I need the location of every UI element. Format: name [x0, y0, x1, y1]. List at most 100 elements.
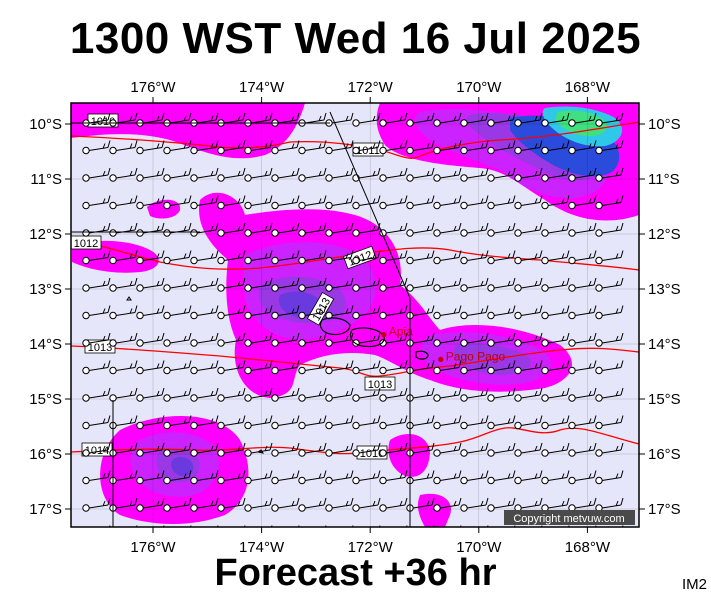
wind-barb	[406, 415, 435, 430]
wind-barb	[379, 195, 408, 210]
wind-barb	[271, 140, 300, 155]
wind-barb	[352, 387, 381, 402]
wind-barb	[82, 415, 111, 430]
wind-barb	[595, 305, 624, 320]
wind-barb	[271, 360, 300, 375]
wind-barb	[487, 387, 516, 402]
lat-tick-label-left: 16°S	[29, 446, 62, 463]
wind-barb	[568, 497, 597, 512]
wind-barb	[460, 442, 489, 457]
wind-barb	[244, 222, 273, 237]
eez-boundary-line	[329, 111, 411, 299]
wind-barb	[406, 112, 435, 127]
wind-barb	[163, 140, 192, 155]
wind-barb	[568, 305, 597, 320]
wind-barb	[541, 140, 570, 155]
wind-barb	[136, 332, 165, 347]
wind-barb	[190, 277, 219, 292]
wind-barb	[217, 140, 246, 155]
wind-barb	[82, 470, 111, 485]
wind-barb	[136, 470, 165, 485]
wind-barb	[487, 360, 516, 375]
wind-barb	[325, 277, 354, 292]
wind-barb	[109, 195, 138, 210]
wind-barb	[163, 470, 192, 485]
wind-barb	[136, 387, 165, 402]
wind-barb	[433, 140, 462, 155]
wind-barb	[325, 442, 354, 457]
wind-barb	[568, 250, 597, 265]
wind-barb	[352, 442, 381, 457]
wind-barb	[325, 387, 354, 402]
wind-barb	[460, 497, 489, 512]
wind-barb	[514, 360, 543, 375]
axis-ticks	[65, 97, 645, 533]
wind-barb	[595, 140, 624, 155]
wind-barb	[271, 195, 300, 210]
wind-barb	[325, 470, 354, 485]
svg-text:1013: 1013	[368, 379, 392, 391]
wind-barb	[82, 497, 111, 512]
wind-barb	[244, 470, 273, 485]
wind-barb	[406, 222, 435, 237]
wind-barb	[136, 497, 165, 512]
wind-barb	[271, 332, 300, 347]
wind-barb	[379, 470, 408, 485]
wind-barb	[568, 112, 597, 127]
wind-barb	[190, 140, 219, 155]
lon-tick-label-top: 176°W	[130, 79, 176, 96]
wind-barb	[514, 305, 543, 320]
wind-barb	[460, 167, 489, 182]
wind-barb	[271, 387, 300, 402]
wind-barb	[82, 305, 111, 320]
wind-barb	[298, 222, 327, 237]
wind-barb	[541, 112, 570, 127]
wind-barb	[541, 360, 570, 375]
wind-barb	[433, 250, 462, 265]
lat-tick-label-left: 14°S	[29, 336, 62, 353]
wind-barb	[298, 442, 327, 457]
wind-barb	[406, 167, 435, 182]
wind-barb	[163, 305, 192, 320]
city-label: Pago Pago	[446, 349, 506, 363]
wind-barb	[433, 442, 462, 457]
wind-barb	[568, 442, 597, 457]
wind-barb	[352, 140, 381, 155]
wind-barb	[352, 167, 381, 182]
wind-barb	[568, 222, 597, 237]
lat-tick-label-right: 12°S	[648, 226, 681, 243]
wind-barb	[244, 277, 273, 292]
wind-barb	[190, 497, 219, 512]
wind-barb	[595, 470, 624, 485]
wind-barb	[460, 387, 489, 402]
wind-barb	[136, 250, 165, 265]
wind-barb	[190, 442, 219, 457]
wind-barb	[406, 195, 435, 210]
wind-barb	[325, 222, 354, 237]
wind-barb	[460, 305, 489, 320]
wind-barb	[217, 277, 246, 292]
wind-barb	[406, 140, 435, 155]
wind-barb	[298, 415, 327, 430]
lon-tick-label-top: 172°W	[348, 79, 394, 96]
wind-barb	[82, 360, 111, 375]
wind-barb	[136, 442, 165, 457]
wind-barb	[487, 497, 516, 512]
wind-barb	[298, 167, 327, 182]
wind-barb	[163, 167, 192, 182]
wind-barb	[271, 470, 300, 485]
wind-barb	[568, 277, 597, 292]
wind-barb	[163, 387, 192, 402]
svg-text:1010: 1010	[91, 116, 115, 128]
map-frame	[70, 102, 640, 528]
wind-barb	[568, 415, 597, 430]
wind-barb	[298, 470, 327, 485]
lat-tick-label-left: 10°S	[29, 116, 62, 133]
wind-barb	[136, 277, 165, 292]
wind-barb	[271, 415, 300, 430]
lon-tick-label-top: 170°W	[456, 79, 502, 96]
wind-barb	[460, 277, 489, 292]
wind-barb	[82, 277, 111, 292]
wind-barb	[487, 277, 516, 292]
island-coastlines	[126, 296, 429, 454]
